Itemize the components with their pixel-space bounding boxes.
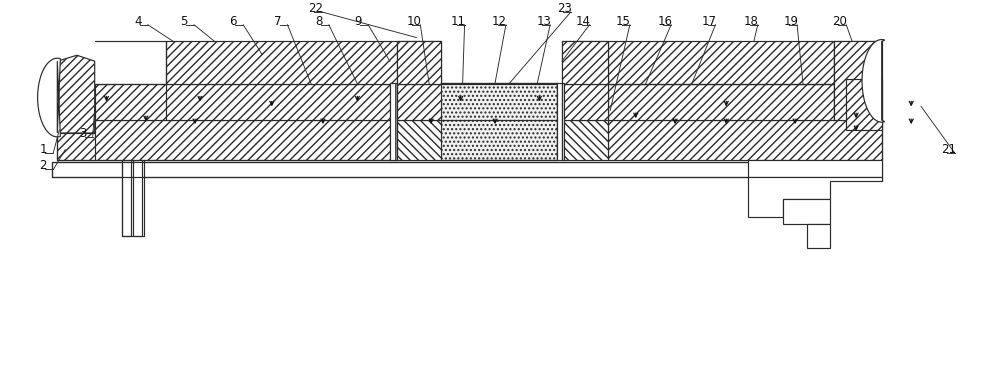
Text: 13: 13 [536,15,551,28]
Polygon shape [38,58,60,137]
Polygon shape [397,42,441,84]
Text: 11: 11 [451,15,466,28]
Polygon shape [562,42,608,84]
Polygon shape [748,177,882,217]
Text: 23: 23 [557,2,572,15]
Text: 17: 17 [702,15,717,28]
Polygon shape [862,40,885,122]
Bar [557,83,564,160]
Polygon shape [608,84,834,120]
Polygon shape [608,120,882,160]
Bar [397,83,557,160]
Polygon shape [397,120,441,160]
Text: 16: 16 [657,15,672,28]
Polygon shape [783,199,830,224]
Bar [52,162,882,177]
Polygon shape [166,42,397,84]
Polygon shape [397,84,441,120]
Polygon shape [834,42,882,120]
Polygon shape [562,120,608,160]
Text: 14: 14 [576,15,591,28]
Text: 4: 4 [134,15,142,28]
Text: 22: 22 [308,2,323,15]
Text: 1: 1 [40,142,47,156]
Bar [846,79,882,130]
Polygon shape [807,224,830,248]
Bar [390,83,397,160]
Text: 18: 18 [744,15,759,28]
Text: 21: 21 [941,142,956,156]
Text: 6: 6 [229,15,237,28]
Polygon shape [57,120,397,160]
Text: 10: 10 [407,15,421,28]
Polygon shape [95,84,397,120]
Text: 8: 8 [315,15,322,28]
Bar [133,160,142,236]
Text: 15: 15 [616,15,631,28]
Text: 19: 19 [783,15,798,28]
Bar [122,160,131,236]
Polygon shape [562,84,608,120]
Text: 7: 7 [274,15,281,28]
Text: 12: 12 [492,15,507,28]
Text: 20: 20 [833,15,847,28]
Polygon shape [748,160,882,177]
Text: 2: 2 [40,159,47,172]
Polygon shape [57,55,95,133]
Text: 3: 3 [79,127,86,140]
Text: 5: 5 [180,15,188,28]
Text: 9: 9 [354,15,362,28]
Polygon shape [608,42,834,84]
